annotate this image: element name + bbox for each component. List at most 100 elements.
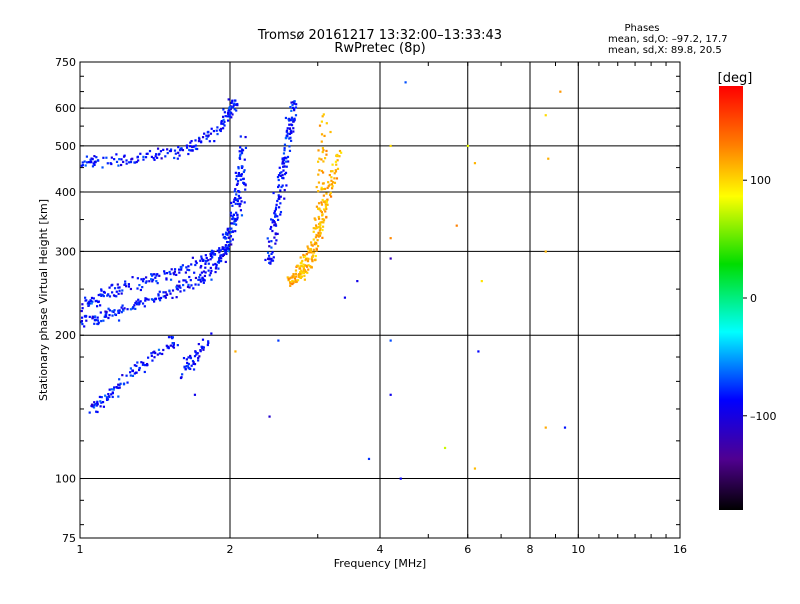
o-mode-point bbox=[279, 195, 282, 198]
o-mode-point bbox=[239, 209, 243, 212]
o-mode-point bbox=[229, 231, 232, 234]
o-mode-point bbox=[134, 301, 137, 305]
y-tick-label: 500 bbox=[55, 140, 76, 153]
o-mode-point bbox=[243, 182, 246, 185]
o-mode-point bbox=[93, 163, 96, 167]
o-mode-point bbox=[226, 233, 229, 236]
o-mode-point bbox=[148, 149, 152, 153]
x-mode-point bbox=[325, 122, 328, 125]
o-mode-point bbox=[216, 126, 219, 129]
x-mode-point bbox=[319, 209, 322, 213]
scatter-point bbox=[389, 339, 392, 342]
o-mode-point bbox=[152, 351, 155, 354]
o-mode-point bbox=[223, 111, 226, 114]
x-mode-point bbox=[336, 159, 339, 162]
o-mode-point bbox=[125, 285, 128, 288]
x-mode-point bbox=[329, 170, 333, 173]
o-mode-point bbox=[101, 166, 104, 169]
o-mode-point bbox=[125, 162, 128, 165]
x-mode-point bbox=[317, 160, 320, 163]
o-mode-point bbox=[145, 362, 149, 366]
x-mode-point bbox=[317, 217, 321, 220]
o-mode-point bbox=[118, 309, 121, 312]
o-mode-point bbox=[129, 308, 133, 311]
o-mode-point bbox=[267, 240, 271, 243]
x-mode-point bbox=[318, 208, 321, 211]
o-mode-point bbox=[234, 171, 237, 174]
o-mode-point bbox=[231, 238, 234, 241]
o-mode-point bbox=[276, 232, 279, 235]
o-mode-point bbox=[105, 156, 108, 159]
o-mode-point bbox=[239, 153, 242, 156]
scatter-point bbox=[268, 415, 271, 418]
x-mode-point bbox=[329, 195, 333, 198]
x-mode-point bbox=[320, 158, 323, 161]
o-mode-point bbox=[160, 157, 163, 160]
x-mode-point bbox=[320, 140, 323, 143]
o-mode-point bbox=[108, 314, 111, 317]
o-mode-point bbox=[192, 362, 195, 365]
o-mode-point bbox=[224, 251, 227, 254]
o-mode-point bbox=[198, 355, 201, 358]
x-mode-point bbox=[309, 249, 313, 252]
o-mode-point bbox=[205, 134, 208, 137]
o-mode-point bbox=[220, 122, 223, 125]
o-mode-point bbox=[193, 355, 197, 358]
o-mode-point bbox=[277, 174, 281, 177]
x-mode-point bbox=[312, 238, 315, 241]
o-mode-point bbox=[145, 152, 148, 155]
x-tick-label: 2 bbox=[227, 543, 234, 556]
o-mode-point bbox=[157, 294, 160, 297]
o-mode-point bbox=[217, 260, 221, 264]
o-mode-point bbox=[131, 157, 134, 160]
x-mode-point bbox=[291, 275, 294, 278]
o-mode-point bbox=[186, 268, 189, 271]
colorbar-label: [deg] bbox=[718, 71, 753, 86]
o-mode-point bbox=[278, 195, 281, 199]
o-mode-point bbox=[285, 130, 288, 133]
o-mode-point bbox=[91, 315, 94, 318]
chart-title: Tromsø 20161217 13:32:00–13:33:43 bbox=[257, 28, 502, 43]
x-mode-point bbox=[331, 185, 334, 188]
x-mode-point bbox=[310, 256, 314, 259]
o-mode-point bbox=[214, 262, 217, 266]
o-mode-point bbox=[154, 153, 158, 156]
o-mode-point bbox=[159, 150, 163, 153]
o-mode-point bbox=[289, 129, 293, 132]
o-mode-point bbox=[286, 155, 290, 159]
o-mode-point bbox=[96, 410, 99, 414]
o-mode-point bbox=[201, 259, 205, 262]
o-mode-point bbox=[197, 283, 200, 286]
o-mode-point bbox=[207, 340, 210, 343]
o-mode-point bbox=[137, 301, 141, 304]
x-mode-point bbox=[311, 251, 314, 254]
o-mode-point bbox=[156, 282, 159, 285]
o-mode-point bbox=[97, 159, 100, 162]
x-mode-point bbox=[317, 207, 320, 210]
o-mode-point bbox=[237, 194, 240, 198]
scatter-point bbox=[477, 350, 480, 353]
x-mode-point bbox=[325, 149, 328, 153]
x-mode-point bbox=[335, 177, 339, 180]
o-mode-point bbox=[288, 145, 291, 148]
o-mode-point bbox=[205, 137, 208, 140]
o-mode-point bbox=[201, 338, 205, 341]
o-mode-point bbox=[190, 139, 193, 143]
o-mode-point bbox=[186, 361, 189, 364]
o-mode-point bbox=[227, 241, 230, 244]
o-mode-point bbox=[270, 240, 273, 243]
o-mode-point bbox=[133, 364, 136, 367]
o-mode-point bbox=[189, 149, 192, 152]
x-mode-point bbox=[319, 227, 322, 230]
o-mode-point bbox=[182, 279, 185, 282]
o-mode-point bbox=[185, 146, 189, 149]
x-mode-point bbox=[312, 251, 316, 254]
x-mode-point bbox=[315, 226, 318, 230]
o-mode-point bbox=[270, 257, 273, 261]
o-mode-point bbox=[288, 132, 291, 136]
o-mode-point bbox=[157, 348, 161, 351]
x-mode-point bbox=[292, 273, 295, 276]
o-mode-point bbox=[150, 155, 153, 159]
o-mode-point bbox=[273, 224, 276, 227]
o-mode-point bbox=[233, 102, 236, 105]
